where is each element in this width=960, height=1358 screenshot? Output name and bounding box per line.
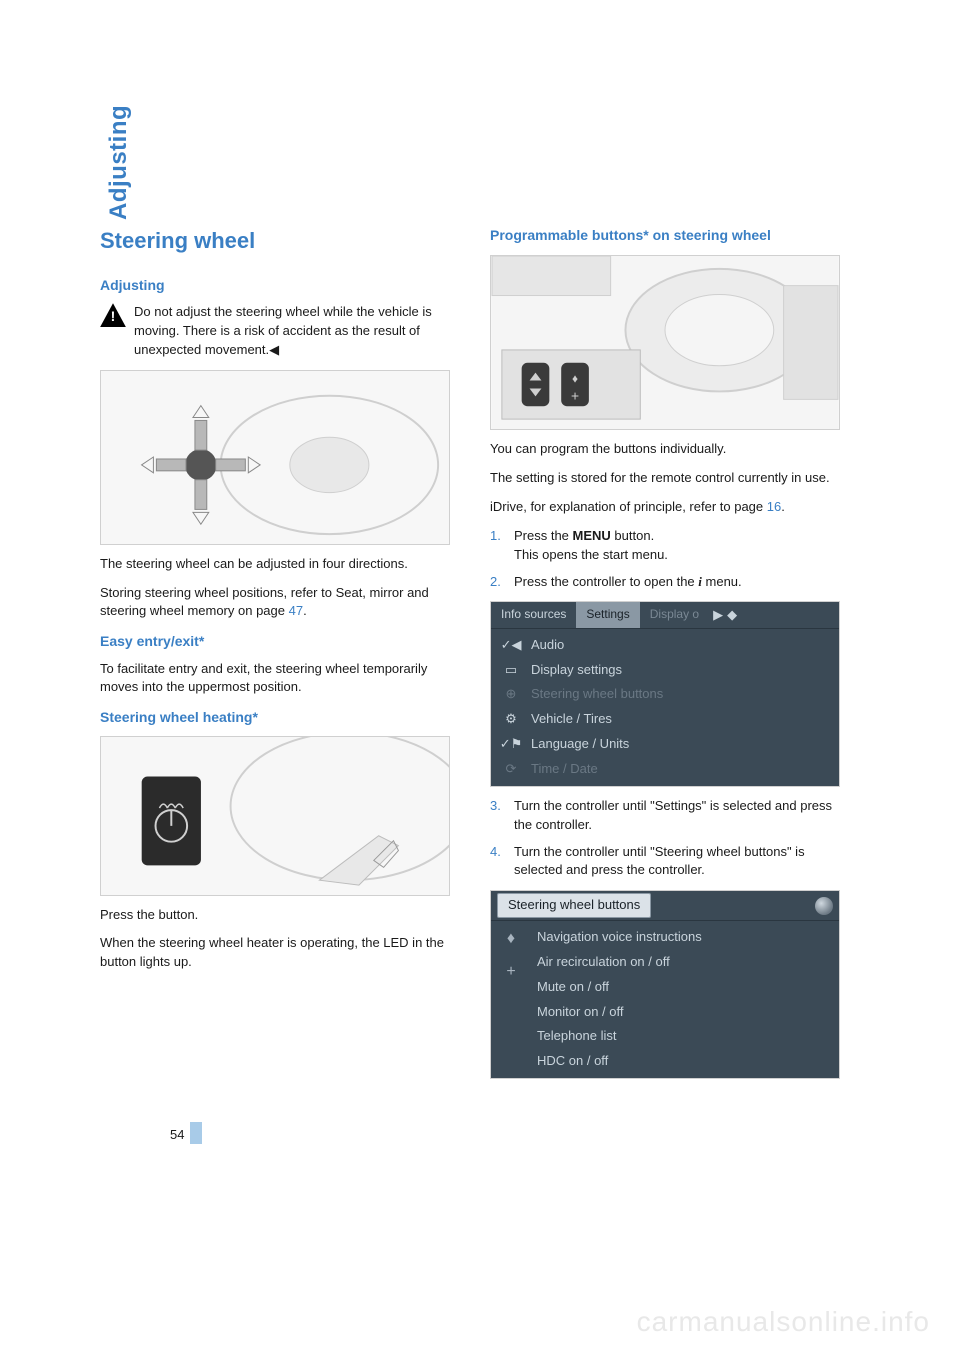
ss-tab-nav: ▶ ◆ (709, 602, 741, 627)
ss2-header: Steering wheel buttons (491, 891, 839, 921)
idrive-screenshot-settings: Info sources Settings Display o ▶ ◆ ✓◀ A… (490, 601, 840, 786)
prog-p3a: iDrive, for explanation of principle, re… (490, 499, 767, 514)
ss2-item-nav-voice[interactable]: Navigation voice instructions (531, 925, 839, 950)
ss-tabs: Info sources Settings Display o ▶ ◆ (491, 602, 839, 628)
heating-p1: Press the button. (100, 906, 450, 925)
diamond-icon: ♦ (507, 927, 515, 950)
heading-heating: Steering wheel heating* (100, 707, 450, 727)
heading-adjusting: Adjusting (100, 275, 450, 295)
step-text: Press the controller to open the i menu. (514, 573, 742, 592)
ss-tab-display[interactable]: Display o (640, 602, 709, 627)
plus-icon: + (506, 960, 515, 983)
steps-1-2: 1. Press the MENU button. This opens the… (490, 527, 840, 592)
ss-item-label: Vehicle / Tires (531, 710, 612, 729)
prog-p3b: . (781, 499, 785, 514)
page-content: Steering wheel Adjusting Do not adjust t… (100, 225, 860, 1079)
warning-text: Do not adjust the steering wheel while t… (134, 303, 450, 360)
step-num: 3. (490, 797, 506, 835)
step-text: Press the MENU button. This opens the st… (514, 527, 668, 565)
clock-icon: ⟳ (501, 760, 521, 779)
ss-tab-settings[interactable]: Settings (576, 602, 639, 627)
adjust-p2b: . (303, 603, 307, 618)
right-column: Programmable buttons* on steering wheel (490, 225, 840, 1079)
side-tab: Adjusting (105, 105, 133, 220)
heading-steering-wheel: Steering wheel (100, 225, 450, 257)
warning-icon (100, 303, 126, 327)
adjust-p2: Storing steering wheel positions, refer … (100, 584, 450, 622)
step-1-b: button. (611, 528, 654, 543)
step-1: 1. Press the MENU button. This opens the… (490, 527, 840, 565)
ss-item-language-units[interactable]: ✓⚑ Language / Units (491, 732, 839, 757)
ss-list: ✓◀ Audio ▭ Display settings ⊕ Steering w… (491, 629, 839, 786)
step-num: 2. (490, 573, 506, 592)
step-4: 4. Turn the controller until "Steering w… (490, 843, 840, 881)
ss-item-label: Display settings (531, 661, 622, 680)
controller-knob-icon (815, 897, 833, 915)
ss-item-steering-wheel-buttons[interactable]: ⊕ Steering wheel buttons (491, 682, 839, 707)
step-text: Turn the controller until "Steering whee… (514, 843, 840, 881)
easy-entry-text: To facilitate entry and exit, the steeri… (100, 660, 450, 698)
figure-programmable-buttons: ♦ + (490, 255, 840, 430)
figure-heating-button (100, 736, 450, 896)
ss2-list: Navigation voice instructions Air recirc… (531, 921, 839, 1078)
heating-p2: When the steering wheel heater is operat… (100, 934, 450, 972)
ss-item-audio[interactable]: ✓◀ Audio (491, 633, 839, 658)
ss2-item-hdc[interactable]: HDC on / off (531, 1049, 839, 1074)
step-3: 3. Turn the controller until "Settings" … (490, 797, 840, 835)
heading-programmable: Programmable buttons* on steering wheel (490, 225, 840, 245)
audio-icon: ✓◀ (501, 636, 521, 655)
idrive-screenshot-buttons-list: Steering wheel buttons ♦ + Navigation vo… (490, 890, 840, 1079)
step-2-b: menu. (702, 574, 742, 589)
step-text: Turn the controller until "Settings" is … (514, 797, 840, 835)
step-num: 4. (490, 843, 506, 881)
step-2: 2. Press the controller to open the i me… (490, 573, 840, 592)
prog-p2: The setting is stored for the remote con… (490, 469, 840, 488)
prog-p3: iDrive, for explanation of principle, re… (490, 498, 840, 517)
ss2-item-mute[interactable]: Mute on / off (531, 975, 839, 1000)
flag-icon: ✓⚑ (501, 735, 521, 754)
ss-item-label: Audio (531, 636, 564, 655)
page-ref-16[interactable]: 16 (767, 499, 781, 514)
step-2-a: Press the controller to open the (514, 574, 698, 589)
watermark: carmanualsonline.info (637, 1306, 930, 1338)
nav-diamond-icon: ◆ (727, 606, 737, 625)
page-number: 54 (170, 1127, 184, 1142)
ss2-item-telephone[interactable]: Telephone list (531, 1024, 839, 1049)
steps-3-4: 3. Turn the controller until "Settings" … (490, 797, 840, 880)
car-icon: ⚙ (501, 710, 521, 729)
ss2-item-air-recirc[interactable]: Air recirculation on / off (531, 950, 839, 975)
page-ref-47[interactable]: 47 (289, 603, 303, 618)
wheel-icon: ⊕ (501, 685, 521, 704)
step-1-a: Press the (514, 528, 573, 543)
ss2-item-monitor[interactable]: Monitor on / off (531, 1000, 839, 1025)
ss2-title: Steering wheel buttons (497, 893, 651, 918)
ss-item-time-date[interactable]: ⟳ Time / Date (491, 757, 839, 782)
heading-easy-entry: Easy entry/exit* (100, 631, 450, 651)
ss-tab-info-sources[interactable]: Info sources (491, 602, 576, 627)
adjust-p2a: Storing steering wheel positions, refer … (100, 585, 429, 619)
ss-item-label: Steering wheel buttons (531, 685, 663, 704)
prog-p1: You can program the buttons individually… (490, 440, 840, 459)
step-1-line2: This opens the start menu. (514, 547, 668, 562)
ss-item-label: Time / Date (531, 760, 598, 779)
warning-block: Do not adjust the steering wheel while t… (100, 303, 450, 360)
svg-text:+: + (571, 388, 579, 404)
ss-item-display-settings[interactable]: ▭ Display settings (491, 658, 839, 683)
page-number-bar (190, 1122, 202, 1144)
step-num: 1. (490, 527, 506, 565)
svg-text:♦: ♦ (572, 372, 578, 386)
left-column: Steering wheel Adjusting Do not adjust t… (100, 225, 450, 1079)
display-icon: ▭ (501, 661, 521, 680)
ss-item-vehicle-tires[interactable]: ⚙ Vehicle / Tires (491, 707, 839, 732)
adjust-p1: The steering wheel can be adjusted in fo… (100, 555, 450, 574)
nav-arrow-icon: ▶ (713, 606, 723, 625)
ss-item-label: Language / Units (531, 735, 629, 754)
ss2-side-icons: ♦ + (491, 921, 531, 1078)
step-1-bold: MENU (573, 528, 611, 543)
figure-steering-adjust (100, 370, 450, 545)
